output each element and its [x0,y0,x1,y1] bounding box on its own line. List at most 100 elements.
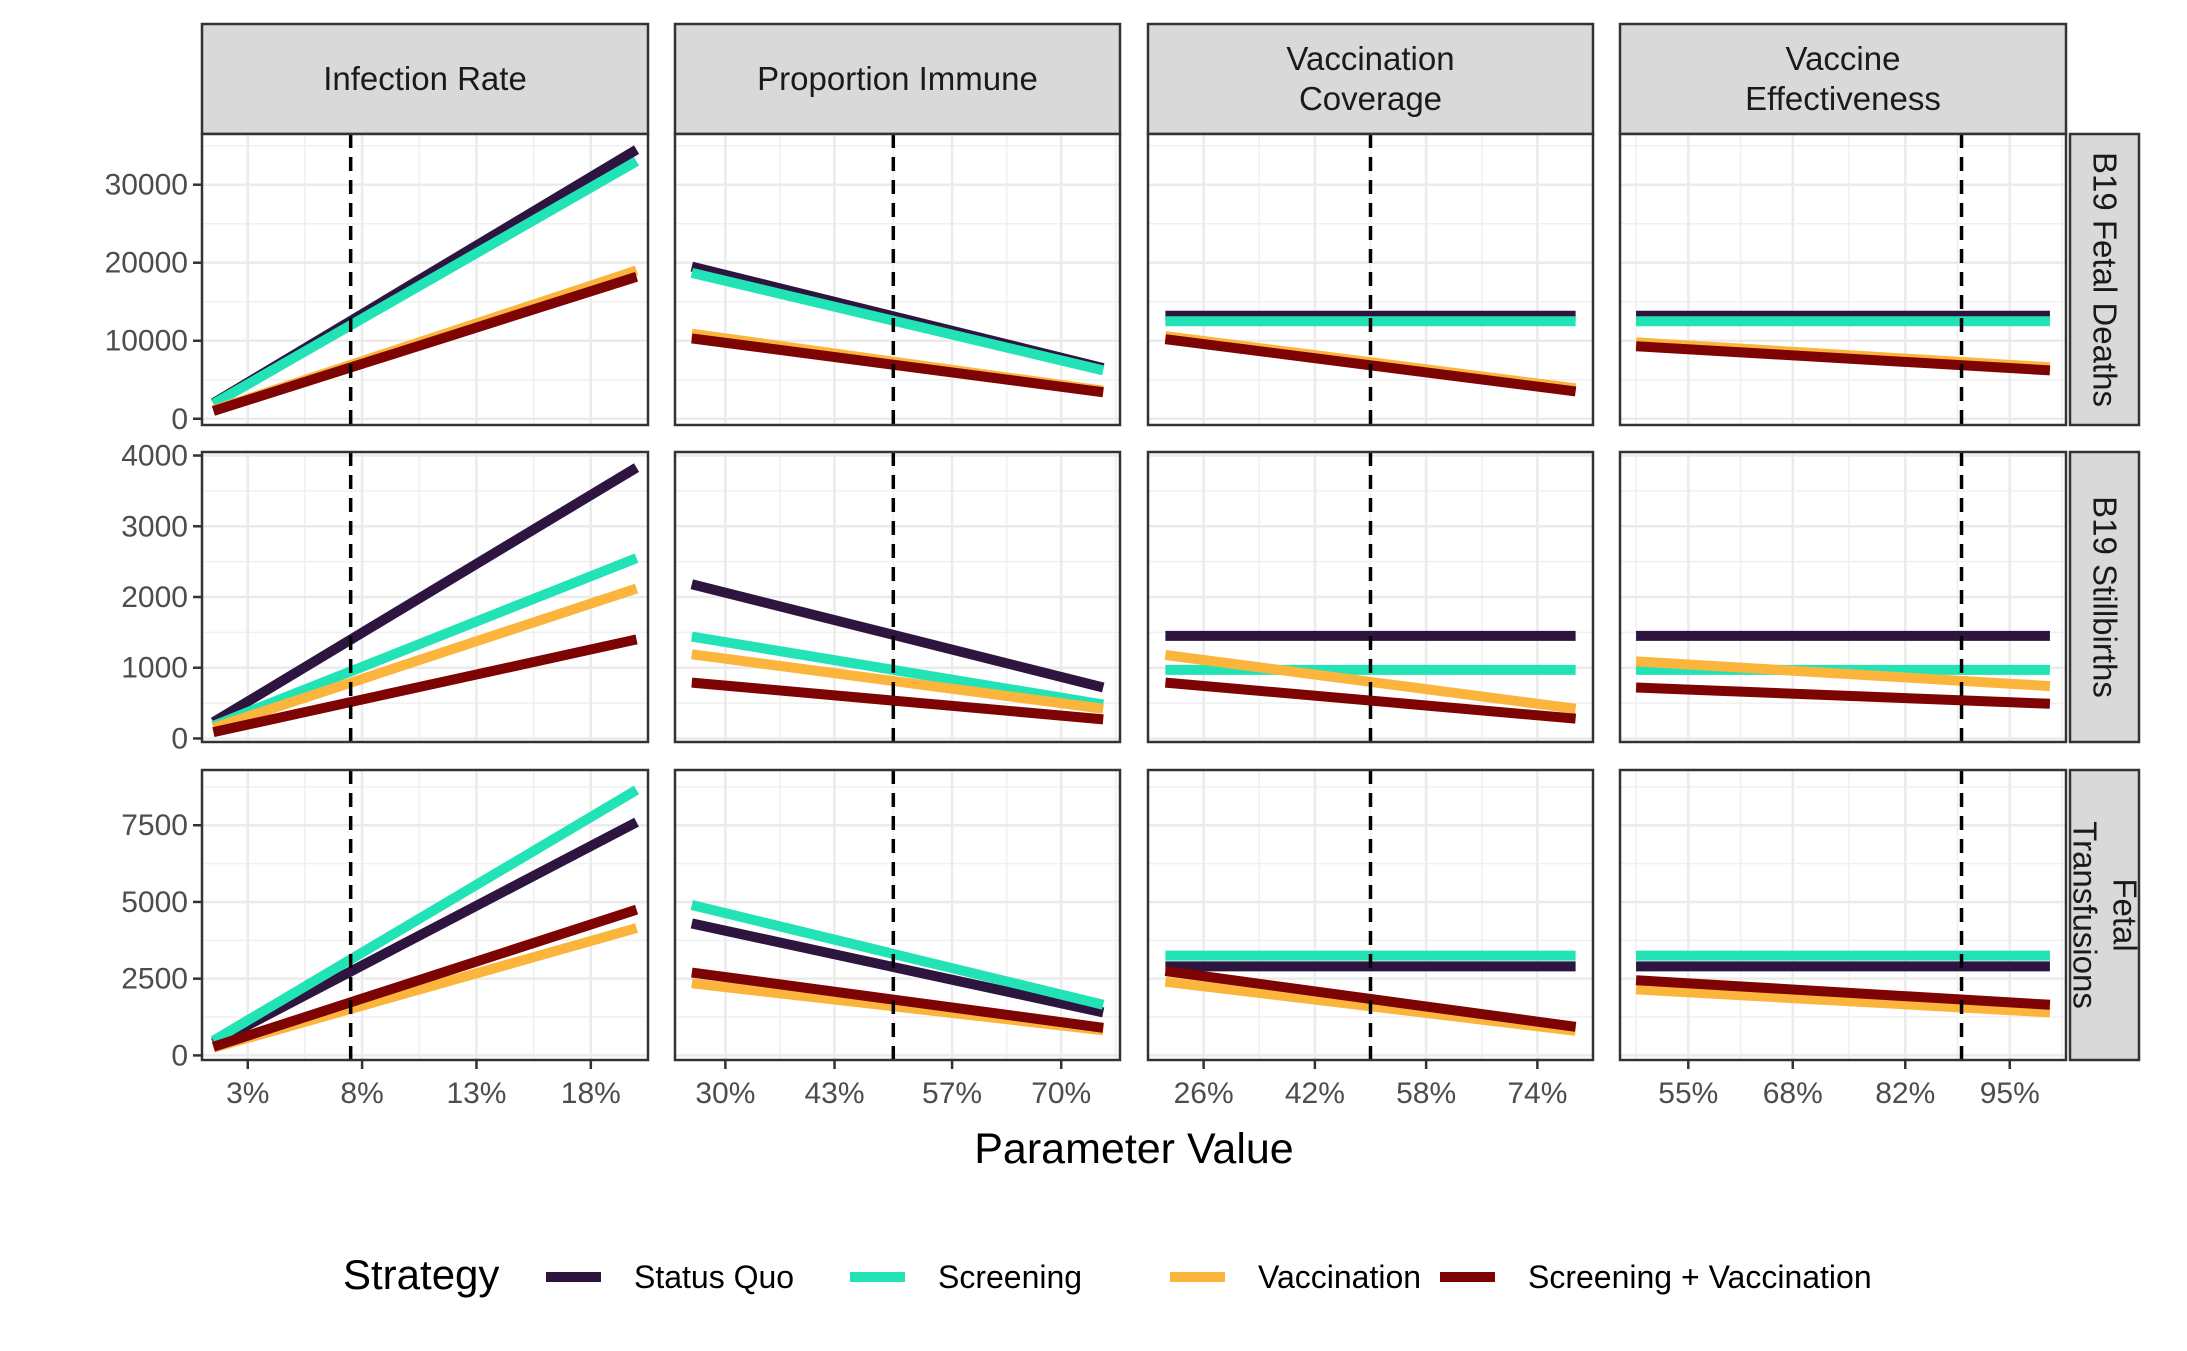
y-tick-label: 0 [171,1039,188,1072]
column-strip [673,22,1122,136]
panel [1618,768,2068,1062]
column-strip-label: Coverage [1299,80,1442,117]
y-tick-label: 30000 [105,169,188,202]
panel [200,450,650,744]
series-line-screening-vaccination [211,272,639,416]
series-line-status-quo [210,463,640,727]
series-line-screening-vaccination [1635,975,2051,1010]
x-tick-label: 42% [1285,1077,1345,1110]
series-line-status-quo [690,918,1105,1018]
panel-border [673,768,1122,1062]
series-line-screening-vaccination [691,967,1104,1033]
panel [1146,450,1595,744]
y-tick-label: 3000 [121,510,188,543]
x-tick-label: 26% [1174,1077,1234,1110]
series-line-screening-vaccination [1164,966,1577,1032]
panel-background [1620,134,2066,425]
column-strip-label: Vaccination [1286,40,1454,77]
series-group [1635,310,2051,376]
x-tick-label: 57% [922,1077,982,1110]
y-tick-label: 10000 [105,325,188,358]
series-line-screening [210,156,640,409]
panel [1146,768,1595,1062]
y-tick-label: 2000 [121,581,188,614]
panel [673,450,1122,744]
column-strip-label: Effectiveness [1745,80,1941,117]
panel-border [673,132,1122,427]
series-line-screening [211,553,639,731]
x-tick-label: 68% [1763,1077,1823,1110]
y-tick-label: 4000 [121,440,188,473]
x-tick-label: 18% [561,1077,621,1110]
series-group [1635,950,2051,1018]
series-line-screening [690,268,1105,376]
series-line-vaccination [1164,650,1577,714]
series-line-vaccination [691,649,1104,714]
panel-border [1146,450,1595,744]
x-tick-label: 8% [340,1077,383,1110]
panel [1146,132,1595,427]
legend-label: Screening + Vaccination [1528,1259,1872,1295]
y-tick-label: 7500 [121,809,188,842]
column-strip [1146,22,1595,136]
panel-border [1618,768,2068,1062]
y-tick-label: 2500 [121,963,188,996]
row-strip-label: B19 Fetal Deaths [2087,152,2124,407]
x-tick-label: 30% [695,1077,755,1110]
panel [673,768,1122,1062]
legend-label: Status Quo [634,1259,794,1295]
x-tick-label: 43% [805,1077,865,1110]
panel-border [1618,132,2068,427]
row-strip-label: Fetal [2107,878,2144,951]
panel [200,132,650,427]
column-strip-label: Vaccine [1786,40,1901,77]
y-tick-label: 0 [171,722,188,755]
x-tick-label: 58% [1396,1077,1456,1110]
legend-label: Screening [938,1259,1082,1295]
y-tick-label: 0 [171,403,188,436]
x-axis-title: Parameter Value [974,1125,1293,1173]
x-tick-label: 55% [1658,1077,1718,1110]
x-tick-label: 82% [1875,1077,1935,1110]
row-strip [2068,132,2141,427]
series-group [1635,630,2051,709]
series-line-screening-vaccination [211,904,639,1052]
panel-border [1146,768,1595,1062]
series-line-status-quo [211,817,639,1048]
column-strip-label: Infection Rate [323,60,527,97]
panel-border [200,132,650,427]
row-strip-label: B19 Stillbirths [2087,496,2124,698]
series-line-screening-vaccination [691,333,1104,398]
series-line-vaccination [1635,984,2051,1018]
series-group [690,900,1105,1036]
y-tick-label: 1000 [121,652,188,685]
panel [673,132,1122,427]
panel-border [673,450,1122,744]
panel [1618,132,2068,427]
row-strip [2068,450,2141,744]
column-strip [200,22,650,136]
series-group [690,261,1105,398]
x-tick-label: 13% [446,1077,506,1110]
series-line-vaccination [1635,656,2051,692]
column-strip [1618,22,2068,136]
x-tick-label: 3% [226,1077,269,1110]
series-line-screening [690,631,1105,710]
x-tick-label: 95% [1980,1077,2040,1110]
series-line-vaccination [211,583,639,733]
x-tick-label: 74% [1507,1077,1567,1110]
series-line-screening-vaccination [1164,677,1577,724]
y-tick-label: 20000 [105,247,188,280]
legend-label: Vaccination [1258,1259,1421,1295]
series-group [690,579,1105,725]
series-group [210,145,640,416]
series-group [210,463,640,737]
panel [1618,450,2068,744]
series-line-screening [690,900,1105,1010]
panel-border [200,768,650,1062]
series-line-screening-vaccination [1635,341,2051,376]
series-line-screening-vaccination [1635,682,2051,709]
panel-border [1618,450,2068,744]
series-line-status-quo [690,579,1105,693]
